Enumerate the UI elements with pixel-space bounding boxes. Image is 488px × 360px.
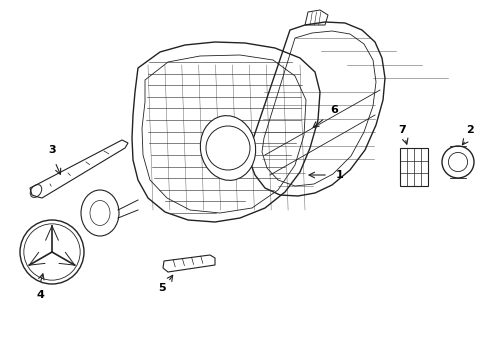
Text: 2: 2 (465, 125, 473, 135)
Text: 5: 5 (158, 283, 165, 293)
Text: 7: 7 (397, 125, 405, 135)
Text: 1: 1 (335, 170, 343, 180)
Text: 4: 4 (36, 290, 44, 300)
Text: 3: 3 (48, 145, 56, 155)
Text: 6: 6 (329, 105, 337, 115)
Ellipse shape (200, 116, 255, 180)
